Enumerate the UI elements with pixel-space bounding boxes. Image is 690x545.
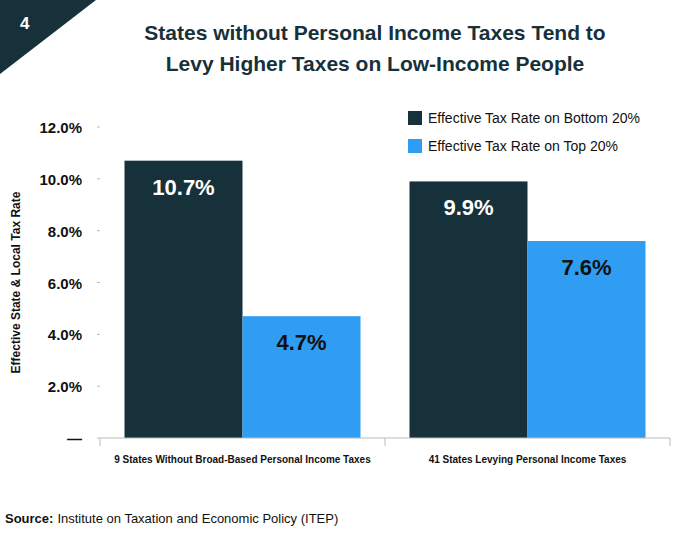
data-label: 10.7%	[152, 175, 214, 200]
tick-label: 8.0%	[48, 223, 82, 240]
category-separator	[670, 438, 671, 446]
bar	[528, 241, 646, 438]
source: Source: Institute on Taxation and Economi…	[5, 511, 338, 526]
tick-mark	[97, 334, 100, 335]
category-separator	[100, 438, 101, 446]
tick-label: 2.0%	[48, 378, 82, 395]
tick-mark	[97, 230, 100, 231]
y-axis-label: Effective State & Local Tax Rate	[9, 191, 23, 373]
tick-label: 6.0%	[48, 275, 82, 292]
title-line: Levy Higher Taxes on Low-Income People	[166, 52, 585, 75]
bars	[125, 161, 646, 438]
bar	[125, 161, 243, 438]
title: States without Personal Income Taxes Ten…	[144, 21, 605, 75]
legend-swatch	[408, 111, 422, 125]
background	[0, 0, 690, 545]
source-label: Source:	[5, 511, 53, 526]
tick-label: 10.0%	[39, 171, 82, 188]
legend-label: Effective Tax Rate on Top 20%	[428, 138, 618, 154]
legend-swatch	[408, 139, 422, 153]
chart: 4 States without Personal Income Taxes Te…	[0, 0, 690, 545]
title-line: States without Personal Income Taxes Ten…	[144, 21, 605, 44]
tick-mark	[97, 127, 100, 128]
badge	[0, 0, 96, 74]
tick-mark	[97, 282, 100, 283]
legend-label: Effective Tax Rate on Bottom 20%	[428, 110, 640, 126]
bar	[243, 316, 361, 438]
data-label: 4.7%	[276, 330, 326, 355]
category-label: 9 States Without Broad-Based Personal In…	[114, 454, 371, 465]
tick-mark	[97, 386, 100, 387]
data-label: 9.9%	[443, 195, 493, 220]
page: {"chart_data": { "type": "bar", "figure_…	[0, 0, 690, 545]
tick-label: —	[67, 430, 82, 447]
category-separator	[385, 438, 386, 446]
figure-number: 4	[20, 14, 30, 33]
bar	[410, 181, 528, 438]
tick-label: 4.0%	[48, 326, 82, 343]
category-label: 41 States Levying Personal Income Taxes	[429, 454, 627, 465]
data-label: 7.6%	[561, 255, 611, 280]
tick-mark	[97, 178, 100, 179]
source-text: Institute on Taxation and Economic Polic…	[57, 511, 338, 526]
tick-label: 12.0%	[39, 119, 82, 136]
